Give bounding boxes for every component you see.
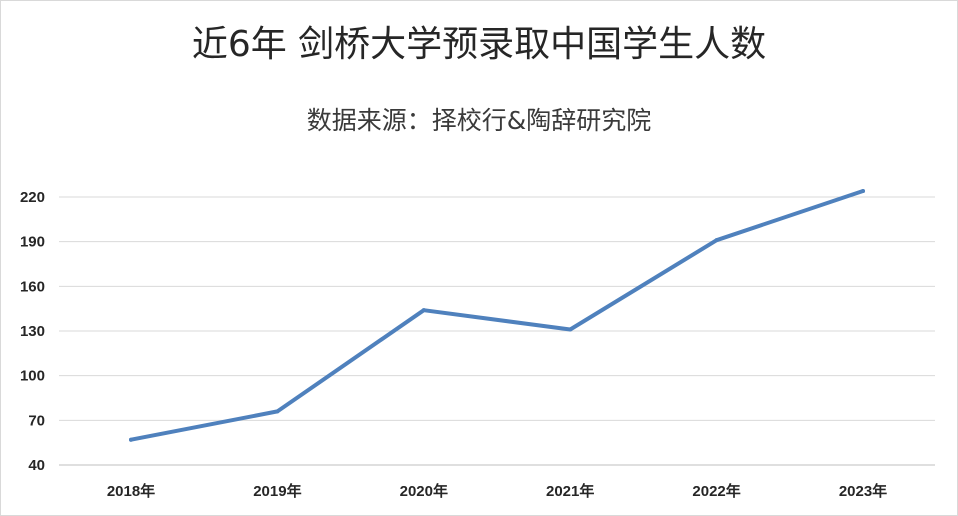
- data-point: [421, 308, 426, 313]
- data-point: [714, 238, 719, 243]
- data-point: [861, 189, 865, 194]
- data-point: [129, 437, 133, 442]
- x-tick-label: 2019年: [253, 482, 301, 500]
- x-tick-label: 2022年: [692, 482, 740, 500]
- x-tick-label: 2023年: [839, 482, 887, 500]
- y-tick-label: 70: [28, 412, 45, 429]
- y-tick-label: 220: [20, 189, 45, 206]
- x-tick-label: 2018年: [107, 482, 155, 500]
- y-tick-label: 190: [20, 234, 45, 251]
- y-tick-label: 40: [28, 457, 45, 474]
- data-point: [275, 409, 280, 414]
- y-tick-label: 160: [20, 278, 45, 295]
- series-line: [129, 189, 865, 442]
- data-point: [568, 327, 573, 332]
- x-tick-label: 2021年: [546, 482, 594, 500]
- y-tick-label: 130: [20, 323, 45, 340]
- chart-subtitle: 数据来源：择校行&陶辞研究院: [306, 106, 652, 135]
- chart-title: 近6年 剑桥大学预录取中国学生人数: [191, 24, 767, 65]
- x-tick-label: 2020年: [400, 482, 448, 500]
- y-tick-label: 100: [20, 368, 45, 385]
